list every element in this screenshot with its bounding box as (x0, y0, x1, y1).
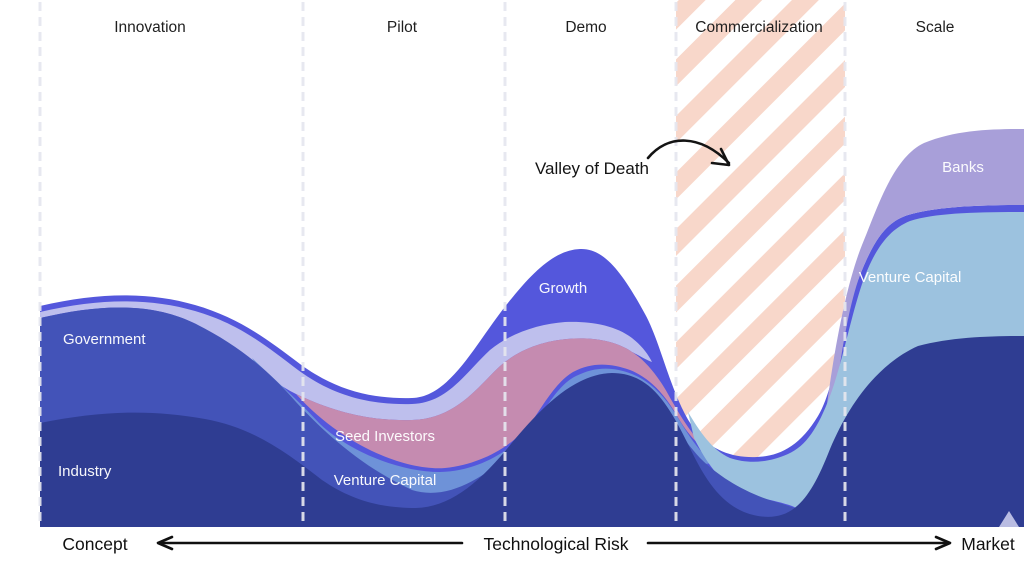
label-venture-capital-early: Venture Capital (334, 472, 437, 489)
axis-arrows (156, 535, 952, 551)
axis-label-technological-risk: Technological Risk (484, 534, 629, 554)
axis-label-concept: Concept (62, 534, 127, 554)
valley-of-death-arrow (646, 139, 731, 167)
seed-investors-area (296, 338, 706, 469)
stage-separators (38, 2, 847, 527)
venture-capital-early-area (252, 358, 712, 496)
banks-ribbon-area (40, 301, 652, 421)
axis-arrow-left-head (156, 535, 174, 551)
valley-of-death-label: Valley of Death (535, 159, 649, 178)
stage-label-pilot: Pilot (387, 19, 418, 36)
arrow-curve (646, 139, 731, 165)
stage-label-innovation: Innovation (114, 19, 186, 36)
bottom-marker-triangle (999, 511, 1019, 527)
axis-arrow-right-head (934, 535, 952, 551)
axis-label-market: Market (961, 534, 1015, 554)
label-growth: Growth (539, 280, 587, 297)
label-banks: Banks (942, 159, 984, 176)
label-industry: Industry (58, 463, 112, 480)
stage-label-scale: Scale (916, 19, 955, 36)
stage-label-demo: Demo (565, 19, 606, 36)
venture-capital-scale-area (688, 212, 1024, 515)
label-government: Government (63, 331, 146, 348)
industry-area (40, 336, 1024, 527)
banks-area (816, 129, 1024, 527)
stage-label-commercialization: Commercialization (695, 19, 822, 36)
label-seed-investors: Seed Investors (335, 428, 435, 445)
label-venture-capital-scale: Venture Capital (859, 269, 962, 286)
arrow-head (710, 147, 731, 167)
